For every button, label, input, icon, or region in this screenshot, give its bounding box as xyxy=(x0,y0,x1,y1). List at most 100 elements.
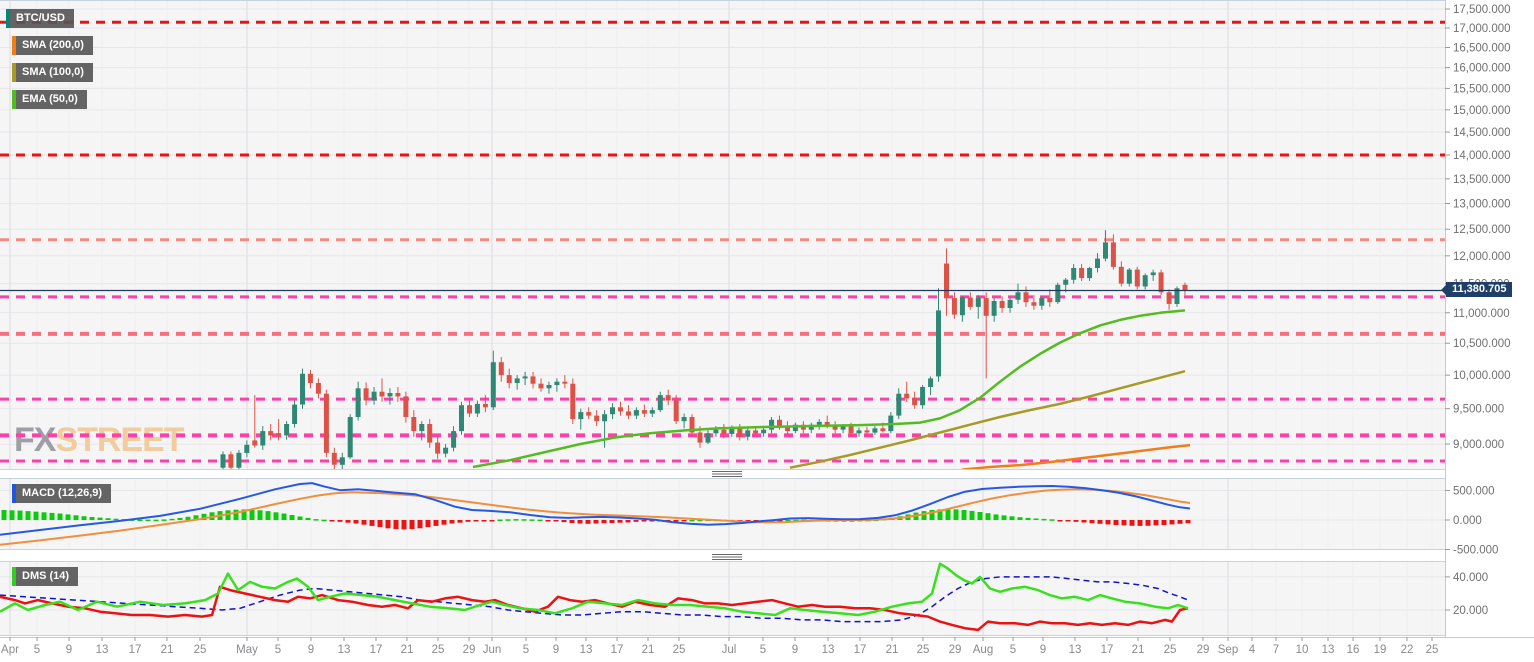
candle xyxy=(395,393,401,397)
current-price-badge: 11,380.705 xyxy=(1440,282,1513,297)
candle xyxy=(705,433,711,443)
candle xyxy=(284,424,290,436)
candle xyxy=(1134,269,1140,287)
x-axis-label: 10 xyxy=(1296,644,1309,656)
candle xyxy=(721,429,727,434)
sma100-label: SMA (100,0) xyxy=(22,66,84,78)
candle xyxy=(220,454,226,468)
x-axis-label: 5 xyxy=(760,644,766,656)
candle xyxy=(610,407,615,415)
x-axis-label: 13 xyxy=(338,644,351,656)
sma100-badge[interactable]: SMA (100,0) xyxy=(12,63,93,82)
x-axis-label: 25 xyxy=(194,644,207,656)
candle xyxy=(1166,292,1172,304)
candle xyxy=(944,263,949,298)
x-axis-label: 17 xyxy=(370,644,383,656)
candle xyxy=(657,395,663,411)
dms-badge[interactable]: DMS (14) xyxy=(12,567,79,586)
candle xyxy=(268,431,274,436)
x-axis-label: 22 xyxy=(1401,644,1414,656)
candle xyxy=(1015,292,1021,300)
y-axis-label: 17,500.000 xyxy=(1453,4,1511,16)
candlestick-series xyxy=(220,230,1188,470)
y-axis-label: 14,500.000 xyxy=(1453,127,1511,139)
candle xyxy=(745,430,751,437)
candle xyxy=(594,415,600,422)
x-axis-label: 17 xyxy=(611,644,624,656)
candle xyxy=(602,414,608,422)
candle xyxy=(1055,284,1061,303)
candle xyxy=(1023,292,1029,303)
y-axis-label: 13,000.000 xyxy=(1453,198,1511,210)
x-axis-label: 9 xyxy=(308,644,314,656)
candle xyxy=(331,452,337,465)
x-axis-label: 25 xyxy=(917,644,930,656)
candle xyxy=(864,430,870,433)
candle xyxy=(912,398,918,406)
x-axis-label: 29 xyxy=(463,644,476,656)
candle xyxy=(236,452,242,468)
candle xyxy=(323,393,329,453)
candle xyxy=(729,427,735,434)
x-axis-label: Aug xyxy=(973,644,993,656)
y-axis-label: -500.000 xyxy=(1453,545,1498,557)
candle xyxy=(832,425,838,430)
candle xyxy=(999,301,1005,308)
pane-resize-handle-macd[interactable] xyxy=(712,471,742,477)
candle xyxy=(467,405,472,414)
candle xyxy=(737,427,743,437)
candle xyxy=(967,297,973,307)
candle xyxy=(427,424,433,443)
candle xyxy=(618,407,623,412)
candle xyxy=(586,412,592,416)
candle xyxy=(403,396,409,417)
x-axis-label: 9 xyxy=(66,644,72,656)
candle xyxy=(665,395,671,401)
candle xyxy=(315,383,321,394)
x-axis-label: 21 xyxy=(401,644,414,656)
candle xyxy=(1007,299,1013,308)
candle xyxy=(339,457,345,465)
y-axis-label: 16,500.000 xyxy=(1453,43,1511,55)
pane-background xyxy=(0,0,1445,470)
x-axis-label: 25 xyxy=(1164,644,1177,656)
candle xyxy=(1079,268,1085,279)
candle xyxy=(355,388,361,417)
dms-label: DMS (14) xyxy=(22,570,70,582)
x-axis-label: 21 xyxy=(1132,644,1145,656)
candle xyxy=(785,426,790,432)
macd-badge[interactable]: MACD (12,26,9) xyxy=(12,484,112,503)
candle xyxy=(474,403,480,414)
y-axis-label: 16,000.000 xyxy=(1453,63,1511,75)
candle xyxy=(896,393,902,416)
candle xyxy=(1031,302,1037,306)
candle xyxy=(498,362,504,376)
candle xyxy=(347,417,353,458)
candle xyxy=(753,430,759,434)
x-axis-label: Apr xyxy=(1,644,19,656)
candle xyxy=(379,391,385,397)
candle xyxy=(816,421,822,425)
candle xyxy=(928,378,934,387)
candle xyxy=(697,432,703,443)
candle xyxy=(792,424,798,432)
symbol-badge[interactable]: BTC/USD xyxy=(6,9,74,28)
sma200-badge[interactable]: SMA (200,0) xyxy=(12,36,93,55)
candle xyxy=(443,447,449,454)
x-axis-label: Sep xyxy=(1218,644,1238,656)
x-axis-label: 17 xyxy=(854,644,867,656)
y-axis-label: 10,000.000 xyxy=(1453,370,1511,382)
x-axis-label: 17 xyxy=(1101,644,1114,656)
x-axis-label: 9 xyxy=(1040,644,1046,656)
candle xyxy=(626,411,631,416)
ema50-badge[interactable]: EMA (50,0) xyxy=(12,90,87,109)
y-axis-label: 14,000.000 xyxy=(1453,150,1511,162)
candle xyxy=(959,297,965,316)
pane-resize-handle-dms[interactable] xyxy=(712,554,742,560)
x-axis-label: 5 xyxy=(523,644,529,656)
candle xyxy=(435,442,441,454)
candle xyxy=(641,410,647,414)
x-axis-label: 13 xyxy=(822,644,835,656)
symbol-label: BTC/USD xyxy=(16,12,65,24)
